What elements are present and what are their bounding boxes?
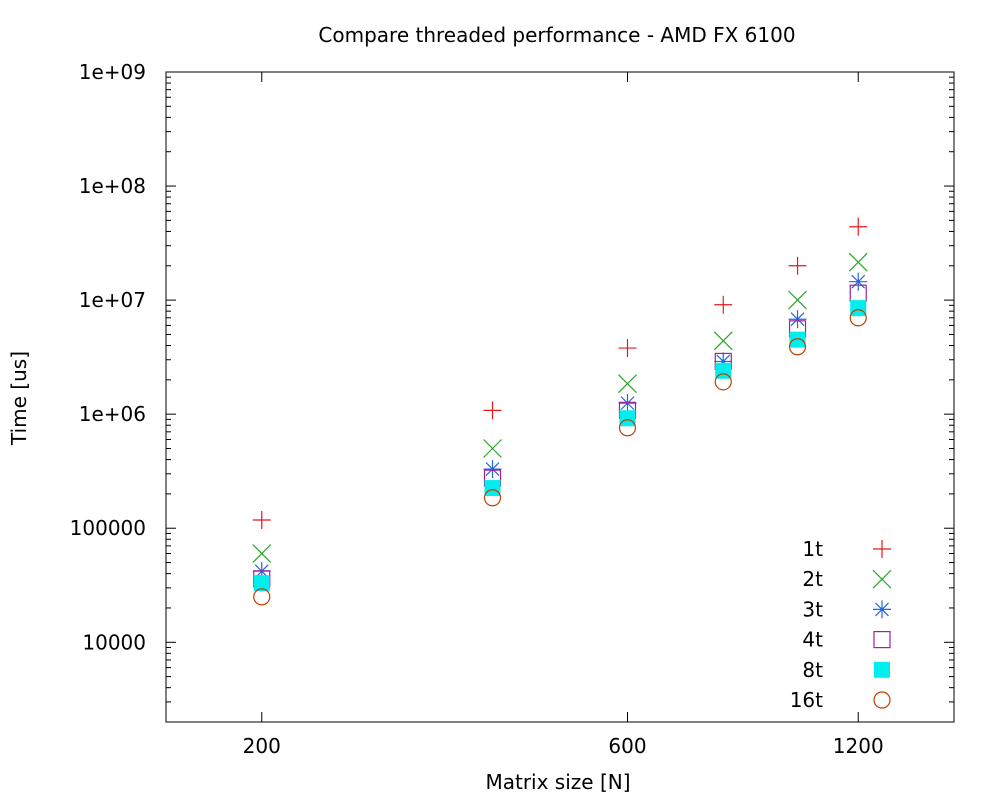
series-2t [252,252,868,563]
data-point-1t-1200 [849,217,868,236]
data-point-16t-1200 [849,309,867,327]
legend-item-4t: 4t [802,628,891,652]
plot-frame [165,71,955,723]
data-point-1t-1000 [788,256,807,275]
legend: 1t 2t 3t 4t 8t 16t [790,537,892,712]
legend-label: 16t [790,688,823,712]
data-point-2t-1000 [788,290,807,310]
y-tick-label-1: 100000 [70,516,146,540]
data-point-2t-600 [618,374,637,394]
legend-label: 8t [802,658,823,682]
legend-item-16t: 16t [790,688,891,712]
legend-item-3t: 3t [802,597,891,621]
series-16t [253,309,867,606]
data-point-1t-400 [483,401,502,420]
legend-item-2t: 2t [802,567,892,591]
legend-label: 1t [802,537,823,561]
data-point-3t-400 [483,460,502,479]
chart-title: Compare threaded performance - AMD FX 61… [318,23,795,47]
data-point-8t-400 [484,480,501,497]
data-point-3t-1200 [849,272,868,291]
y-tick-label-0: 10000 [82,630,146,654]
data-point-2t-1200 [848,252,868,272]
legend-label: 2t [802,567,823,591]
y-tick-label-2: 1e+06 [79,402,146,426]
data-point-2t-400 [483,439,502,458]
series-8t [253,300,867,592]
data-point-16t-1000 [788,338,807,356]
data-point-16t-800 [714,373,732,391]
data-point-8t-200 [253,575,270,592]
data-point-2t-200 [252,544,272,563]
data-point-2t-800 [713,331,733,351]
y-axis-label: Time [us] [7,351,31,446]
data-point-16t-400 [483,489,502,507]
legend-item-1t: 1t [802,537,891,561]
data-point-1t-200 [252,511,271,530]
series-3t [252,272,868,581]
data-point-8t-600 [619,410,636,427]
y-tick-label-5: 1e+09 [79,60,146,84]
legend-marker-1t [873,540,891,558]
data-point-16t-200 [253,588,271,606]
y-tick-label-4: 1e+08 [79,174,146,198]
data-point-1t-600 [618,339,637,358]
data-point-8t-1200 [850,300,867,317]
data-point-16t-600 [618,419,637,437]
data-point-8t-1000 [789,331,806,348]
data-point-3t-600 [618,394,637,413]
legend-label: 4t [802,628,823,652]
data-point-1t-800 [714,295,733,314]
legend-marker-8t [874,661,890,678]
legend-marker-16t [873,691,891,709]
data-point-3t-1000 [788,310,807,329]
series-4t [253,284,867,588]
legend-marker-3t [873,600,891,619]
x-tick-label-2: 1200 [833,734,884,758]
legend-marker-2t [872,569,892,589]
x-tick-label-0: 200 [243,734,281,758]
x-tick-label-1: 600 [608,734,646,758]
series-1t [252,217,868,530]
axis-ticks: 10000 100000 1e+06 1e+07 1e+08 1e+09 200 600 120… [70,60,954,758]
legend-item-8t: 8t [802,658,890,682]
x-axis-label: Matrix size [N] [485,770,630,794]
data-points [252,217,868,606]
legend-marker-4t [873,630,891,649]
y-tick-label-3: 1e+07 [79,288,146,312]
legend-label: 3t [802,597,823,621]
